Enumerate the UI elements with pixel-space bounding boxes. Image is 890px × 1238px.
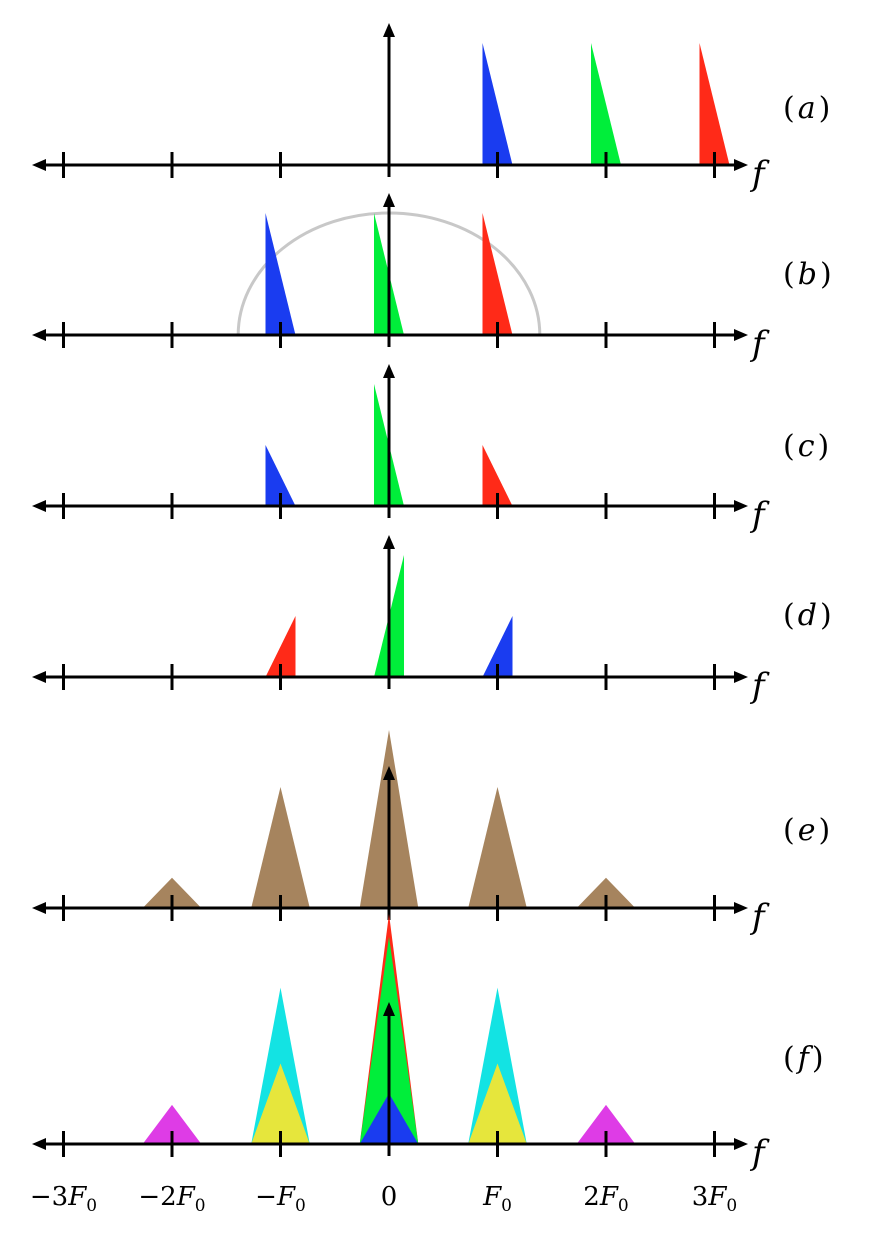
red-wedge-down-at-3 xyxy=(699,43,730,165)
axis-left-arrow xyxy=(32,159,46,171)
brown-triangle-at--2 xyxy=(142,877,202,908)
magenta-triangle-at-2 xyxy=(576,1104,636,1144)
panel-label-d: (d) xyxy=(783,598,832,633)
vertical-axis-arrow xyxy=(383,535,395,549)
yellow-triangle-at--1 xyxy=(251,1063,310,1144)
blue-wedge-down-at--1 xyxy=(265,213,296,335)
vertical-axis-arrow xyxy=(383,1002,395,1016)
magenta-triangle-at--2 xyxy=(142,1104,202,1144)
axis-right-arrow xyxy=(734,159,748,171)
panel-a: f (a) xyxy=(32,23,830,194)
blue-wedge-up-at-1 xyxy=(482,616,513,677)
panel-d: f (d) xyxy=(32,535,832,706)
panel-f: f (f) xyxy=(32,914,824,1173)
panel-c: f (c) xyxy=(32,364,829,535)
tick-label: −F0 xyxy=(255,1182,306,1216)
tick-label: F0 xyxy=(482,1182,512,1216)
panel-label-e: (e) xyxy=(783,813,830,848)
tick-label: 0 xyxy=(381,1182,398,1212)
vertical-axis-arrow xyxy=(383,23,395,37)
axis-right-arrow xyxy=(734,1138,748,1150)
tick-label: 3F0 xyxy=(692,1182,737,1216)
axis-right-arrow xyxy=(734,671,748,683)
vertical-axis-arrow xyxy=(383,766,395,780)
axis-left-arrow xyxy=(32,671,46,683)
yellow-triangle-at-1 xyxy=(468,1063,527,1144)
panel-label-c: (c) xyxy=(783,429,829,464)
tick-label: 2F0 xyxy=(583,1182,628,1216)
red-wedge-down-at-1 xyxy=(482,213,513,335)
panel-b: f (b) xyxy=(32,193,832,364)
panel-label-f: (f) xyxy=(783,1041,824,1076)
red-wedge-down-at-1 xyxy=(482,445,513,506)
axis-right-arrow xyxy=(734,500,748,512)
green-wedge-down-at-2 xyxy=(591,43,621,165)
panel-label-b: (b) xyxy=(783,257,832,292)
panel-e: f (e) xyxy=(32,730,830,937)
tick-label: −2F0 xyxy=(138,1182,205,1216)
brown-triangle-at-1 xyxy=(468,786,527,908)
axis-right-arrow xyxy=(734,329,748,341)
vertical-axis-arrow xyxy=(383,193,395,207)
red-wedge-up-at--1 xyxy=(265,616,296,677)
blue-wedge-down-at--1 xyxy=(265,445,296,506)
panel-label-a: (a) xyxy=(783,91,830,126)
blue-wedge-down-at-1 xyxy=(482,43,513,165)
axis-variable-label: f xyxy=(749,324,770,364)
axis-left-arrow xyxy=(32,500,46,512)
tick-labels: −3F0 −2F0 −F0 0 F0 2F0 3F0 xyxy=(30,1182,737,1216)
axis-left-arrow xyxy=(32,1138,46,1150)
axis-variable-label: f xyxy=(749,666,770,706)
axis-variable-label: f xyxy=(749,154,770,194)
brown-triangle-at--1 xyxy=(251,786,310,908)
vertical-axis-arrow xyxy=(383,364,395,378)
axis-right-arrow xyxy=(734,902,748,914)
axis-variable-label: f xyxy=(749,1133,770,1173)
axis-left-arrow xyxy=(32,329,46,341)
axis-variable-label: f xyxy=(749,897,770,937)
axis-variable-label: f xyxy=(749,495,770,535)
tick-label: −3F0 xyxy=(30,1182,97,1216)
axis-left-arrow xyxy=(32,902,46,914)
brown-triangle-at-2 xyxy=(576,877,636,908)
